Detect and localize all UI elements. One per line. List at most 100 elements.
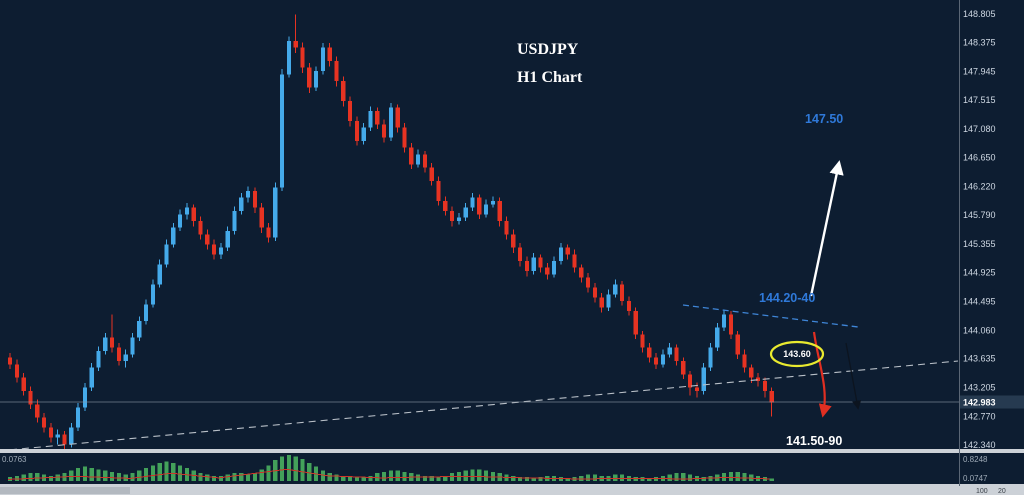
candle-body	[395, 107, 400, 128]
indicator-bar	[212, 475, 217, 481]
down-target-arrow[interactable]	[812, 331, 832, 418]
candle-body	[252, 191, 257, 208]
candle-body	[640, 334, 645, 348]
price-axis-label: 146.650	[963, 153, 996, 163]
indicator-bar	[232, 473, 237, 481]
ascending-trendline[interactable]	[0, 360, 959, 452]
candle-body	[293, 41, 298, 48]
candle-body	[524, 261, 529, 271]
price-axis-label: 142.770	[963, 411, 996, 421]
indicator-bar	[382, 471, 387, 481]
indicator-bar	[286, 455, 291, 481]
indicator-bar	[280, 456, 285, 481]
indicator-bar	[538, 477, 543, 481]
candle-body	[273, 187, 278, 238]
indicator-bar	[354, 477, 359, 481]
indicator-bar	[422, 475, 427, 481]
price-axis-label: 147.945	[963, 66, 996, 76]
indicator-bar	[388, 470, 393, 481]
indicator-bar	[218, 475, 223, 481]
indicator-bar	[320, 470, 325, 481]
price-axis-label: 147.515	[963, 95, 996, 105]
candle-body	[8, 357, 13, 365]
candle-body	[572, 254, 577, 268]
subpane-label-20: 20	[998, 488, 1006, 495]
indicator-left-label: 0.0763	[2, 455, 27, 464]
candle-body	[688, 374, 693, 388]
price-axis-label: 146.220	[963, 181, 996, 191]
candle-body	[14, 364, 19, 378]
indicator-bar	[565, 478, 570, 481]
candle-body	[681, 361, 686, 375]
candle-body	[239, 197, 244, 211]
indicator-bar	[348, 475, 353, 481]
candle-body	[382, 124, 387, 138]
candle-body	[354, 121, 359, 141]
price-axis-label: 143.635	[963, 354, 996, 364]
candle-body	[728, 314, 733, 335]
candle-body	[606, 294, 611, 308]
bottom-scroll-strip[interactable]	[0, 486, 1024, 495]
indicator-bar	[164, 461, 169, 481]
candle-body	[456, 217, 461, 221]
candlestick-series	[8, 14, 774, 451]
indicator-bar	[252, 473, 257, 481]
indicator-bar	[490, 471, 495, 481]
indicator-signal-line	[7, 468, 770, 480]
indicator-bar	[477, 469, 482, 481]
candle-body	[742, 354, 747, 368]
candle-body	[626, 301, 631, 311]
indicator-bar	[225, 474, 230, 481]
candle-body	[518, 247, 523, 261]
indicator-bar	[524, 477, 529, 481]
indicator-bar	[592, 474, 597, 481]
resistance-zone-label[interactable]: 144.20-40	[759, 291, 815, 305]
candle-body	[55, 434, 60, 438]
price-axis-label: 148.375	[963, 38, 996, 48]
candle-body	[429, 167, 434, 181]
indicator-bar	[89, 468, 94, 481]
up-target-arrow[interactable]	[809, 160, 844, 297]
candle-body	[375, 111, 380, 125]
candle-body	[402, 127, 407, 148]
scrollbar-thumb[interactable]	[0, 487, 130, 494]
price-axis-label: 145.355	[963, 239, 996, 249]
price-axis-label: 144.925	[963, 268, 996, 278]
candle-body	[96, 351, 101, 368]
candle-body	[599, 297, 604, 308]
candle-body	[477, 197, 482, 215]
candle-body	[694, 387, 699, 391]
subpane-label-100: 100	[976, 488, 988, 495]
candle-body	[341, 81, 346, 101]
candle-body	[490, 201, 495, 205]
pane-divider-top[interactable]	[0, 449, 1024, 453]
circled-level-label[interactable]: 143.60	[783, 349, 811, 359]
resistance-trendline[interactable]	[682, 304, 859, 328]
small-down-arrow[interactable]	[845, 342, 862, 410]
candle-body	[531, 257, 536, 271]
candle-body	[184, 207, 189, 215]
symbol-title[interactable]: USDJPY	[517, 41, 579, 58]
indicator-bar	[110, 471, 115, 481]
pane-divider-bottom[interactable]	[0, 484, 1024, 486]
candle-body	[654, 357, 659, 365]
candle-body	[422, 154, 427, 168]
price-axis[interactable]: 148.805 148.375 147.945 147.515 147.080 146.6…	[963, 9, 996, 450]
candle-body	[361, 127, 366, 141]
candle-body	[123, 354, 128, 361]
candle-body	[735, 334, 740, 355]
indicator-bar	[436, 477, 441, 481]
indicator-bar	[157, 462, 162, 481]
target-up-label[interactable]: 147.50	[805, 112, 843, 126]
candle-body	[708, 347, 713, 368]
candle-body	[130, 337, 135, 355]
candle-body	[749, 367, 754, 378]
candle-body	[504, 221, 509, 235]
highlight-ellipse[interactable]	[769, 340, 825, 368]
target-down-label[interactable]: 141.50-90	[786, 434, 842, 448]
indicator-bar	[640, 477, 645, 481]
timeframe-title[interactable]: H1 Chart	[517, 69, 583, 86]
candle-body	[497, 201, 502, 221]
candle-body	[69, 427, 74, 445]
